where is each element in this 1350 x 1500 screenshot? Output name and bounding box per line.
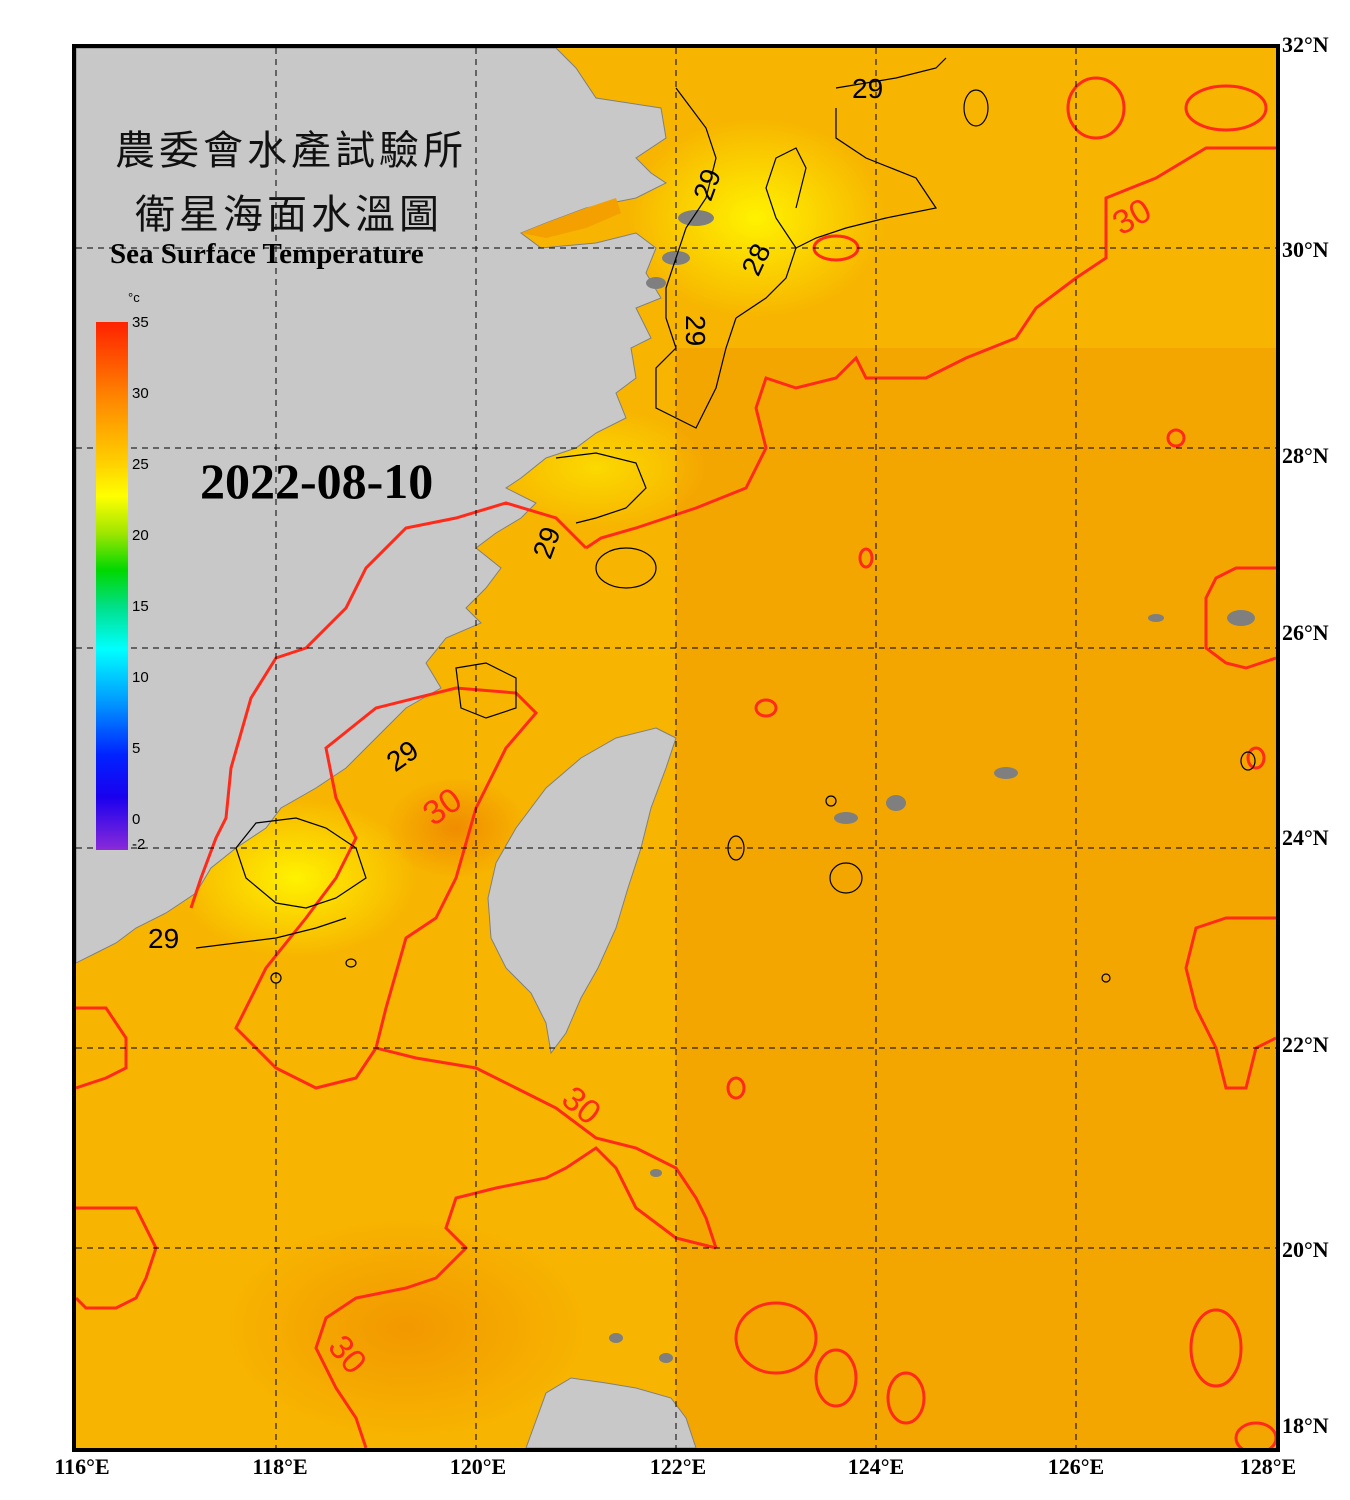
lat-label: 18°N <box>1282 1413 1329 1438</box>
colorbar-tick: 35 <box>132 314 149 331</box>
taiwan-island <box>487 727 677 1055</box>
colorbar-tick: 10 <box>132 669 149 686</box>
title-chinese-agency: 農委會水產試驗所 <box>115 128 467 174</box>
contour-label: 29 <box>680 315 711 346</box>
lat-label: 20°N <box>1282 1237 1329 1262</box>
colorbar-tick: -2 <box>132 836 146 853</box>
lat-label: 26°N <box>1282 620 1329 645</box>
colorbar-tick: 25 <box>132 456 149 473</box>
lat-label: 22°N <box>1282 1032 1329 1057</box>
colorbar-tick: 0 <box>132 811 141 828</box>
lon-label: 118°E <box>252 1454 308 1479</box>
colorbar-unit: °c <box>128 290 140 305</box>
hangzhou-bay <box>521 198 621 238</box>
lon-label: 124°E <box>847 1454 905 1479</box>
contour-label: 29 <box>852 73 883 104</box>
warm-water-strait <box>386 778 526 878</box>
colorbar-tick: 20 <box>132 527 149 544</box>
lon-label: 120°E <box>449 1454 507 1479</box>
warm-water-south <box>226 1218 586 1438</box>
small-islands <box>609 210 1255 1363</box>
colorbar <box>96 322 128 850</box>
lat-label: 30°N <box>1282 237 1329 262</box>
lon-label: 122°E <box>649 1454 707 1479</box>
sst-map: 29 29 28 29 29 29 29 30 30 30 30 <box>72 44 1280 1452</box>
map-canvas: 29 29 28 29 29 29 29 30 30 30 30 <box>76 48 1276 1448</box>
lat-label: 28°N <box>1282 443 1329 468</box>
colorbar-tick: 30 <box>132 385 149 402</box>
contour-29-lines <box>195 57 1256 984</box>
lon-label: 116°E <box>54 1454 110 1479</box>
warm-open-ocean <box>676 348 1276 1448</box>
map-date: 2022-08-10 <box>200 453 434 509</box>
lat-label: 32°N <box>1282 32 1329 57</box>
cool-water-zhoushan <box>626 118 886 318</box>
contour-30-lines <box>76 76 1276 1448</box>
title-chinese-map: 衛星海面水溫圖 <box>135 192 443 238</box>
colorbar-tick: 15 <box>132 598 149 615</box>
lon-label: 128°E <box>1239 1454 1297 1479</box>
contour-label: 29 <box>148 923 179 954</box>
graticule <box>76 48 1276 1448</box>
lon-label: 126°E <box>1047 1454 1105 1479</box>
title-english: Sea Surface Temperature <box>110 238 424 270</box>
lat-label: 24°N <box>1282 825 1329 850</box>
luzon-island <box>525 1377 697 1448</box>
colorbar-tick: 5 <box>132 740 141 757</box>
